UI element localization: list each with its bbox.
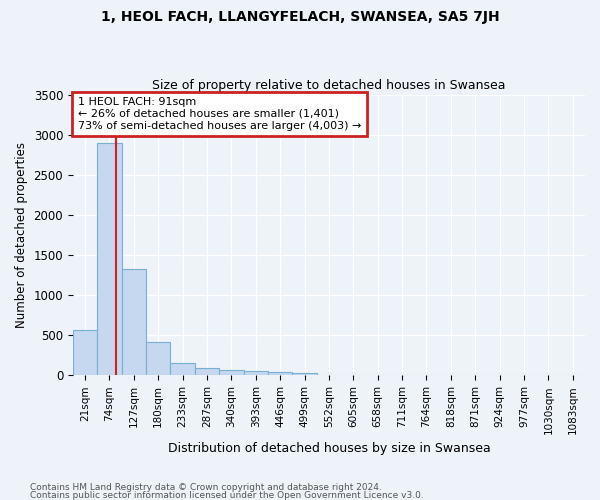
Bar xyxy=(219,370,244,376)
Text: Contains HM Land Registry data © Crown copyright and database right 2024.: Contains HM Land Registry data © Crown c… xyxy=(30,484,382,492)
Bar xyxy=(170,363,195,376)
Bar xyxy=(97,142,122,376)
Title: Size of property relative to detached houses in Swansea: Size of property relative to detached ho… xyxy=(152,79,506,92)
Bar xyxy=(268,372,292,376)
Bar xyxy=(146,342,170,376)
Text: Contains public sector information licensed under the Open Government Licence v3: Contains public sector information licen… xyxy=(30,490,424,500)
Bar xyxy=(73,330,97,376)
Text: 1 HEOL FACH: 91sqm
← 26% of detached houses are smaller (1,401)
73% of semi-deta: 1 HEOL FACH: 91sqm ← 26% of detached hou… xyxy=(78,98,361,130)
Text: 1, HEOL FACH, LLANGYFELACH, SWANSEA, SA5 7JH: 1, HEOL FACH, LLANGYFELACH, SWANSEA, SA5… xyxy=(101,10,499,24)
Bar xyxy=(292,373,317,376)
Y-axis label: Number of detached properties: Number of detached properties xyxy=(15,142,28,328)
Bar xyxy=(195,368,219,376)
Bar xyxy=(244,371,268,376)
Bar xyxy=(122,270,146,376)
X-axis label: Distribution of detached houses by size in Swansea: Distribution of detached houses by size … xyxy=(167,442,490,455)
